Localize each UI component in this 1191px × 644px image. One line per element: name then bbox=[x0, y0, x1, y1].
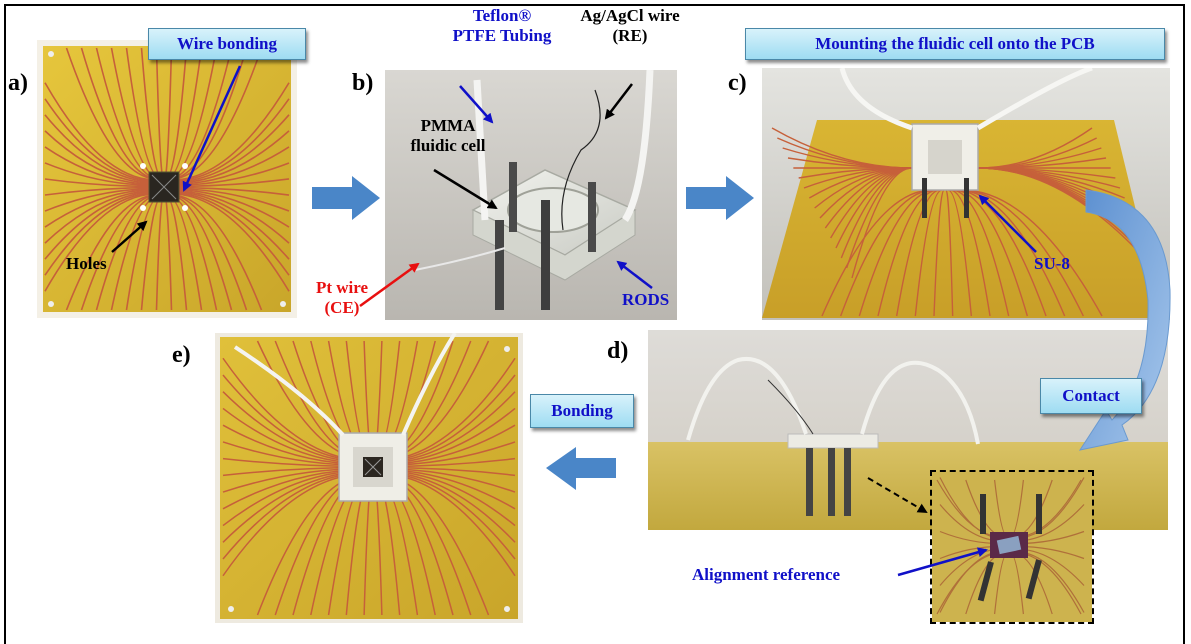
panel-label-e: e) bbox=[172, 342, 191, 368]
annotation-rods: RODS bbox=[622, 290, 670, 309]
annotation-agagcl-line1: Ag/AgCl wire bbox=[580, 6, 680, 25]
panel-label-d: d) bbox=[607, 338, 629, 364]
annotation-alignment: Alignment reference bbox=[692, 565, 841, 584]
pointer-inset bbox=[867, 477, 928, 514]
figure-frame bbox=[4, 4, 1185, 644]
annotation-pmma-line1: PMMA bbox=[420, 116, 476, 135]
pointer-alignment bbox=[897, 547, 988, 577]
annotation-agagcl-line2: (RE) bbox=[612, 25, 648, 45]
callout-mounting: Mounting the fluidic cell onto the PCB bbox=[745, 28, 1165, 60]
pointer-wire-bonding bbox=[182, 65, 242, 192]
callout-bonding: Bonding bbox=[530, 394, 634, 428]
annotation-su8: SU-8 bbox=[1034, 254, 1070, 273]
pointer-teflon bbox=[459, 85, 494, 124]
pointer-agagcl bbox=[604, 83, 633, 120]
annotation-pmma-line2: fluidic cell bbox=[410, 135, 486, 155]
pointer-holes bbox=[111, 220, 148, 253]
annotation-pt-line1: Pt wire bbox=[315, 278, 369, 297]
photo-inset-alignment bbox=[930, 470, 1094, 624]
pointer-rods bbox=[616, 260, 653, 289]
annotation-agagcl: Ag/AgCl wire (RE) bbox=[560, 6, 700, 45]
callout-contact: Contact bbox=[1040, 378, 1142, 414]
pointer-su8 bbox=[978, 194, 1037, 253]
annotation-pt-wire: Pt wire (CE) bbox=[302, 278, 382, 317]
flow-arrow-a-to-b bbox=[312, 176, 380, 220]
arrow-overlay bbox=[111, 65, 1171, 577]
callout-wire-bonding: Wire bonding bbox=[148, 28, 306, 60]
annotation-holes: Holes bbox=[66, 254, 107, 273]
annotation-teflon-line1: Teflon® bbox=[472, 6, 532, 25]
curved-arrow-c-to-d bbox=[1078, 189, 1171, 451]
panel-label-b: b) bbox=[352, 70, 374, 96]
photo-e-bonded bbox=[215, 333, 523, 623]
annotation-pmma: PMMA fluidic cell bbox=[396, 116, 500, 155]
photo-b-fluidic-cell bbox=[385, 70, 677, 320]
panel-label-c: c) bbox=[728, 70, 747, 96]
pointer-pt-wire bbox=[359, 262, 420, 308]
annotation-pt-line2: (CE) bbox=[324, 297, 360, 317]
photo-d-side-view bbox=[648, 330, 1168, 530]
annotation-teflon-line2: PTFE Tubing bbox=[452, 25, 552, 45]
photo-a-pcb bbox=[37, 40, 297, 318]
annotation-teflon: Teflon® PTFE Tubing bbox=[442, 6, 562, 45]
pointer-pmma bbox=[433, 168, 498, 210]
panel-label-a: a) bbox=[8, 70, 28, 96]
flow-arrow-b-to-c bbox=[686, 176, 754, 220]
flow-arrow-d-to-e bbox=[546, 447, 616, 490]
